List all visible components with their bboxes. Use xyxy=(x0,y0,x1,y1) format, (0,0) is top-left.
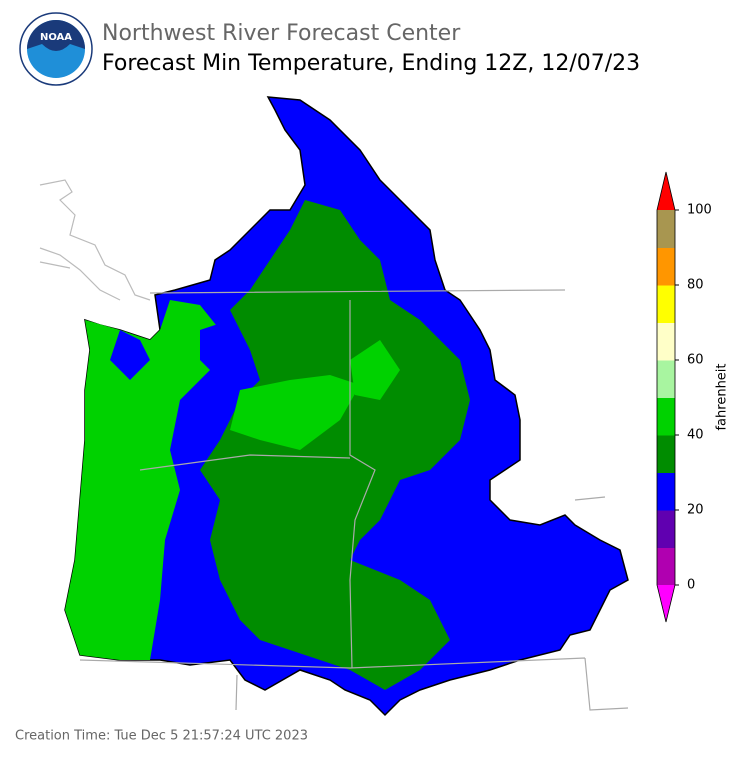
zone-30-40 xyxy=(200,200,470,690)
colorbar-bin xyxy=(657,285,675,323)
logo-bird xyxy=(27,20,85,51)
zone-40-50-west xyxy=(65,300,220,660)
colorbar-tick-label: 80 xyxy=(687,278,704,293)
colorbar-tick-label: 0 xyxy=(687,578,695,593)
agency-name: Northwest River Forecast Center xyxy=(102,21,461,46)
colorbar-tick-label: 40 xyxy=(687,428,704,443)
map xyxy=(39,96,629,717)
colorbar-tick-label: 60 xyxy=(687,353,704,368)
colorbar-bin xyxy=(657,247,675,286)
colorbar-bin xyxy=(657,360,675,398)
coastline xyxy=(39,179,151,301)
colorbar-under xyxy=(657,585,675,622)
state-boundaries xyxy=(79,289,629,711)
zone-40-50-basin xyxy=(230,340,400,450)
colorbar-bin xyxy=(657,472,675,511)
colorbar-over xyxy=(657,172,675,210)
colorbar-bin xyxy=(657,210,675,248)
colorbar-tick-label: 20 xyxy=(687,503,704,518)
colorbar-bin xyxy=(657,322,675,361)
logo-text: NOAA xyxy=(40,32,72,43)
zone-20-30 xyxy=(110,320,245,380)
colorbar-bin xyxy=(657,510,675,548)
colorbar: 0 20 40 60 80 100 xyxy=(656,171,712,623)
colorbar-label: fahrenheit xyxy=(715,363,730,430)
map-title: Forecast Min Temperature, Ending 12Z, 12… xyxy=(102,51,640,76)
colorbar-bin xyxy=(657,547,675,586)
creation-time: Creation Time: Tue Dec 5 21:57:24 UTC 20… xyxy=(15,729,308,744)
noaa-logo: NOAA xyxy=(19,12,93,86)
colorbar-bin xyxy=(657,397,675,436)
colorbar-bin xyxy=(657,435,675,473)
colorbar-tick-label: 100 xyxy=(687,203,712,218)
